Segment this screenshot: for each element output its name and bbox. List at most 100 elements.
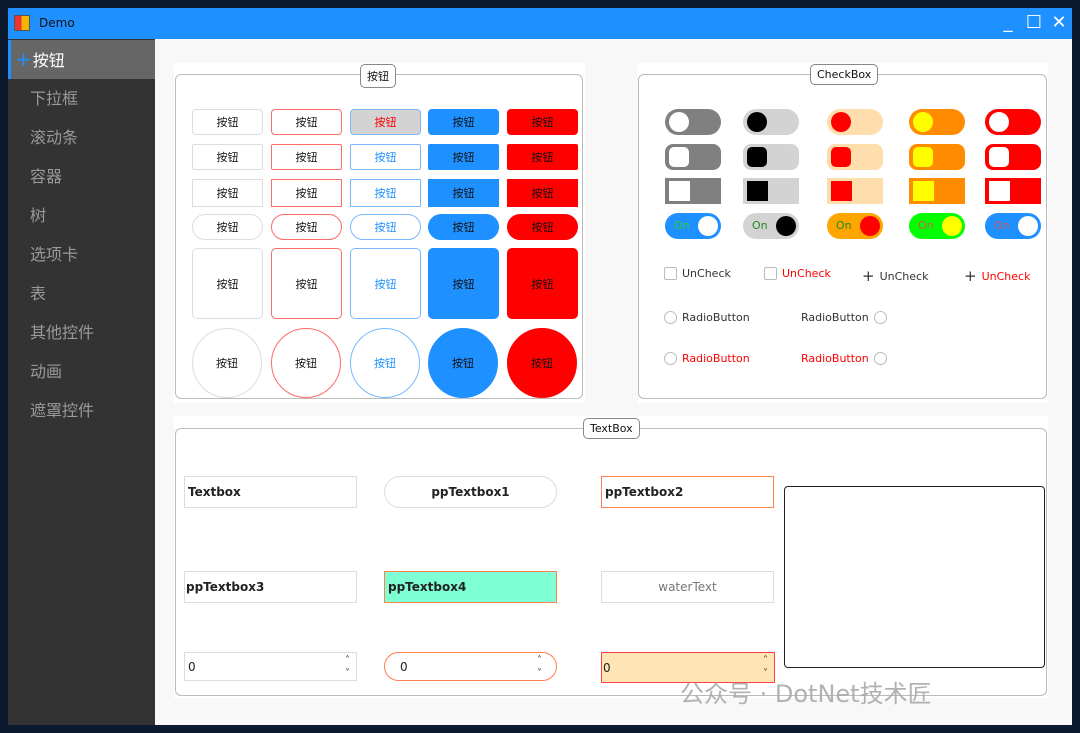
checkbox[interactable]: + UnCheck xyxy=(862,267,928,285)
radio-label: RadioButton xyxy=(682,311,750,324)
demo-button[interactable]: 按钮 xyxy=(507,144,578,170)
demo-button[interactable]: 按钮 xyxy=(507,179,578,207)
toggle-switch[interactable] xyxy=(743,144,799,170)
checkbox[interactable]: UnCheck xyxy=(664,267,731,280)
sidebar-item[interactable]: 遮罩控件 xyxy=(8,391,155,430)
demo-button[interactable]: 按钮 xyxy=(350,248,421,319)
toggle-knob xyxy=(913,181,934,201)
sidebar: +按钮下拉框滚动条 容器树选项卡表其他控件动画 遮罩控件 xyxy=(8,39,155,725)
radio-button[interactable]: RadioButton xyxy=(801,311,887,324)
sidebar-item-label: 树 xyxy=(30,206,47,225)
radio-button[interactable]: RadioButton xyxy=(664,311,750,324)
toggle-switch[interactable] xyxy=(985,178,1041,204)
demo-button[interactable]: 按钮 xyxy=(428,109,499,135)
demo-button[interactable]: 按钮 xyxy=(271,214,342,240)
demo-button[interactable]: 按钮 xyxy=(350,109,421,135)
spin-arrows-icon[interactable]: ˄ ˅ xyxy=(345,655,350,679)
toggle-switch[interactable]: On xyxy=(665,213,721,239)
sidebar-item[interactable]: +按钮 xyxy=(8,40,155,79)
toggle-knob xyxy=(776,216,796,236)
toggle-switch[interactable] xyxy=(665,178,721,204)
demo-button[interactable]: 按钮 xyxy=(428,328,498,398)
demo-button[interactable]: 按钮 xyxy=(350,179,421,207)
toggle-switch[interactable] xyxy=(743,178,799,204)
pptextbox3-input[interactable]: ppTextbox3 xyxy=(184,571,357,603)
demo-button[interactable]: 按钮 xyxy=(192,248,263,319)
demo-button[interactable]: 按钮 xyxy=(271,109,342,135)
sidebar-item[interactable]: 树 xyxy=(8,196,155,235)
demo-button[interactable]: 按钮 xyxy=(271,328,341,398)
toggle-switch[interactable] xyxy=(665,109,721,135)
spin-arrows-icon[interactable]: ˄ ˅ xyxy=(537,655,542,679)
buttons-panel: 按钮 按钮 按钮 按钮 按钮 按钮 按钮 按钮 按钮 按钮 按钮 按钮 按钮 按钮 按钮 按钮 按钮 按钮 按钮按… xyxy=(174,63,585,403)
pptextbox1-input[interactable]: ppTextbox1 xyxy=(384,476,557,508)
textbox-input[interactable]: Textbox xyxy=(184,476,357,508)
demo-button[interactable]: 按钮 xyxy=(428,214,499,240)
toggle-knob xyxy=(913,112,933,132)
demo-button[interactable]: 按钮 xyxy=(192,109,263,135)
sidebar-item[interactable]: 表 xyxy=(8,274,155,313)
sidebar-item[interactable]: 容器 xyxy=(8,157,155,196)
toggle-switch[interactable]: On xyxy=(985,213,1041,239)
sidebar-item[interactable]: 滚动条 xyxy=(8,118,155,157)
demo-button[interactable]: 按钮 xyxy=(428,144,499,170)
plus-icon: + xyxy=(964,267,977,285)
sidebar-item-label: 其他控件 xyxy=(30,323,95,342)
checkbox[interactable]: UnCheck xyxy=(764,267,831,280)
maximize-button[interactable]: ☐ xyxy=(1025,12,1043,33)
sidebar-item[interactable]: 动画 xyxy=(8,352,155,391)
multiline-textbox[interactable] xyxy=(784,486,1045,668)
toggle-switch[interactable]: On xyxy=(827,213,883,239)
toggle-switch[interactable] xyxy=(665,144,721,170)
minimize-button[interactable]: _ xyxy=(1003,12,1013,33)
toggle-switch[interactable] xyxy=(827,178,883,204)
numeric-updown-2[interactable]: 0 ˄ ˅ xyxy=(384,652,557,681)
radio-button[interactable]: RadioButton xyxy=(664,352,750,365)
toggle-switch[interactable] xyxy=(985,109,1041,135)
watermark: 公众号 · DotNet技术匠 xyxy=(680,680,932,708)
toggle-switch[interactable] xyxy=(743,109,799,135)
demo-button[interactable]: 按钮 xyxy=(350,214,421,240)
sidebar-item-label: 下拉框 xyxy=(30,89,79,108)
demo-button[interactable]: 按钮 xyxy=(507,109,578,135)
watertext-input[interactable]: waterText xyxy=(601,571,774,603)
radio-button[interactable]: RadioButton xyxy=(801,352,887,365)
spin-arrows-icon[interactable]: ˄ ˅ xyxy=(763,655,768,679)
numeric-value: 0 xyxy=(603,660,611,675)
checkbox[interactable]: + UnCheck xyxy=(964,267,1030,285)
demo-button[interactable]: 按钮 xyxy=(271,144,342,170)
sidebar-item[interactable]: 选项卡 xyxy=(8,235,155,274)
demo-button[interactable]: 按钮 xyxy=(192,214,263,240)
toggle-switch[interactable]: On xyxy=(909,213,965,239)
demo-button[interactable]: 按钮 xyxy=(350,144,421,170)
demo-button[interactable]: 按钮 xyxy=(507,248,578,319)
demo-button[interactable]: 按钮 xyxy=(428,248,499,319)
demo-button[interactable]: 按钮 xyxy=(192,144,263,170)
demo-button[interactable]: 按钮 xyxy=(507,328,577,398)
toggle-switch[interactable] xyxy=(909,144,965,170)
pptextbox2-input[interactable]: ppTextbox2 xyxy=(601,476,774,508)
buttons-group-title: 按钮 xyxy=(360,64,396,88)
numeric-value: 0 xyxy=(400,659,408,674)
numeric-updown-1[interactable]: 0 ˄ ˅ xyxy=(184,652,357,681)
sidebar-item[interactable]: 下拉框 xyxy=(8,79,155,118)
toggle-switch[interactable] xyxy=(909,178,965,204)
demo-button[interactable]: 按钮 xyxy=(507,214,578,240)
demo-button[interactable]: 按钮 xyxy=(428,179,499,207)
title-bar: Demo _ ☐ ✕ xyxy=(8,8,1072,39)
numeric-updown-3[interactable]: 0 ˄ ˅ xyxy=(601,652,775,683)
toggle-knob xyxy=(747,112,767,132)
sidebar-item[interactable]: 其他控件 xyxy=(8,313,155,352)
toggle-switch[interactable] xyxy=(827,144,883,170)
demo-button[interactable]: 按钮 xyxy=(271,179,342,207)
demo-button[interactable]: 按钮 xyxy=(192,179,263,207)
pptextbox4-input[interactable]: ppTextbox4 xyxy=(384,571,557,603)
toggle-switch[interactable] xyxy=(827,109,883,135)
demo-button[interactable]: 按钮 xyxy=(192,328,262,398)
close-button[interactable]: ✕ xyxy=(1051,12,1067,33)
demo-button[interactable]: 按钮 xyxy=(271,248,342,319)
toggle-switch[interactable]: On xyxy=(743,213,799,239)
toggle-switch[interactable] xyxy=(985,144,1041,170)
toggle-switch[interactable] xyxy=(909,109,965,135)
demo-button[interactable]: 按钮 xyxy=(350,328,420,398)
